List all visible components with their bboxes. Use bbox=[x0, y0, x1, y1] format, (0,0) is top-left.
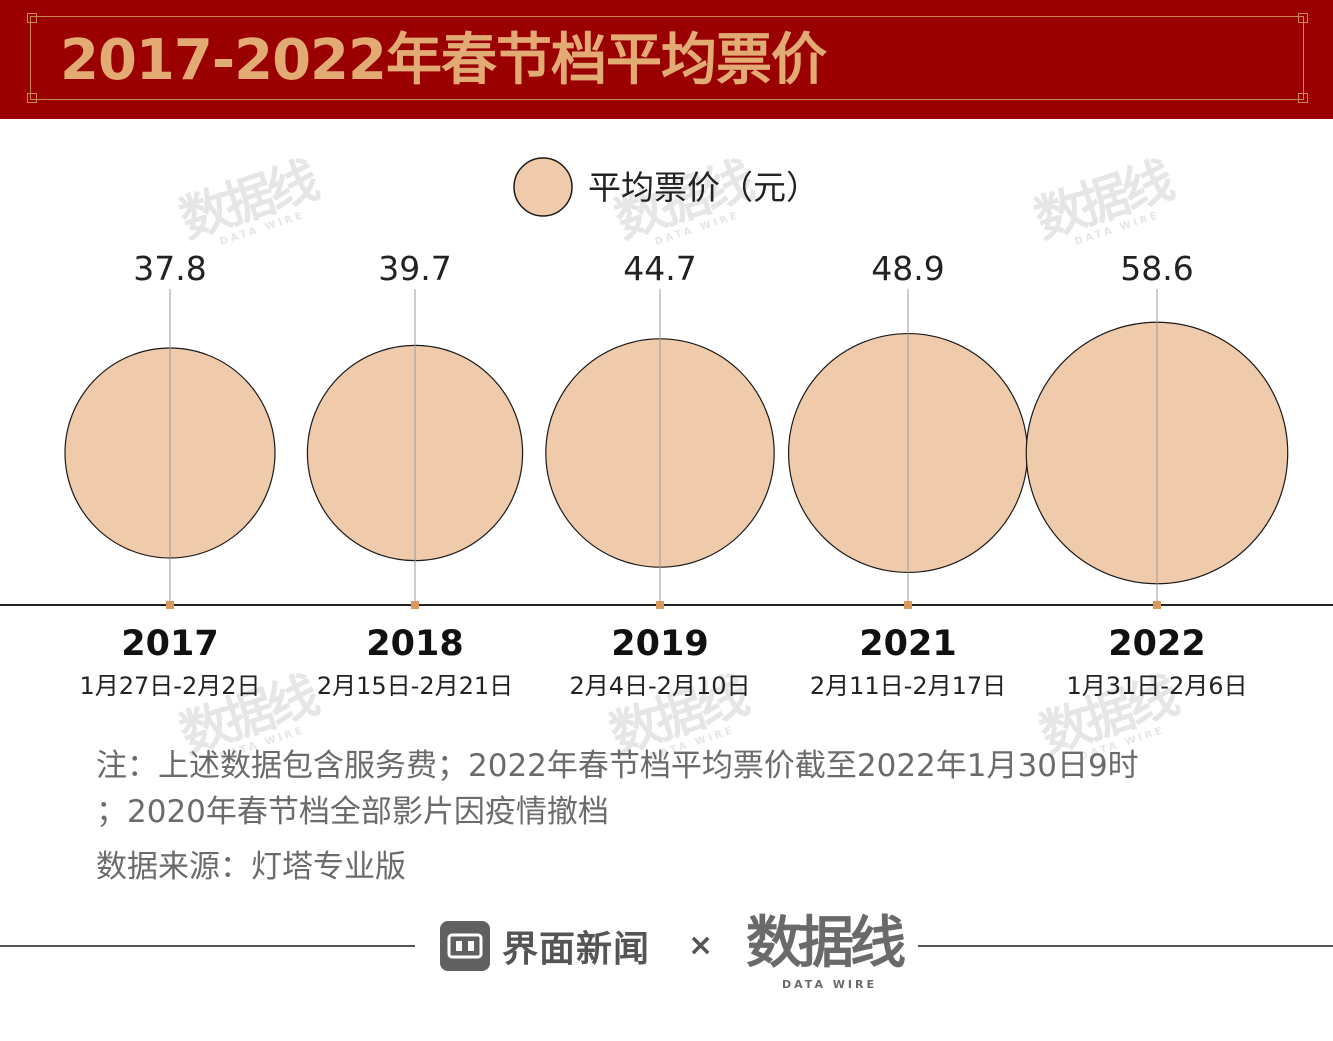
bubble-layer: 37.8 39.7 44.7 48.9 58.6 bbox=[64, 249, 1289, 605]
year-label-2017: 2017 bbox=[121, 624, 218, 664]
axis-marker-2019 bbox=[656, 601, 664, 609]
date-range-label-2018: 2月15日-2月21日 bbox=[317, 672, 513, 700]
axis-labels: 2017 1月27日-2月2日 2018 2月15日-2月21日 2019 2月4日-2月… bbox=[79, 601, 1248, 700]
value-label-2018: 39.7 bbox=[378, 249, 451, 288]
axis-marker-2021 bbox=[904, 601, 912, 609]
footnote-line-1: 注：上述数据包含服务费；2022年春节档平均票价截至2022年1月30日9时 bbox=[96, 748, 1139, 784]
axis-marker-2017 bbox=[166, 601, 174, 609]
bubble-chart: 平均票价（元） 37.8 39.7 44.7 48.9 58.6 2017 1月27日-2… bbox=[0, 157, 1333, 700]
value-label-2019: 44.7 bbox=[623, 249, 696, 288]
legend-label: 平均票价（元） bbox=[588, 168, 819, 207]
frame-corner-ornament bbox=[27, 93, 37, 103]
chart-title: 2017-2022年春节档平均票价 bbox=[60, 28, 827, 93]
year-label-2019: 2019 bbox=[611, 624, 708, 664]
jiemian-brand-text: 界面新闻 bbox=[502, 929, 651, 970]
date-range-label-2019: 2月4日-2月10日 bbox=[569, 672, 750, 700]
frame-corner-ornament bbox=[1298, 93, 1308, 103]
legend: 平均票价（元） bbox=[513, 157, 819, 217]
footer-divider-right bbox=[918, 945, 1333, 947]
axis-marker-2022 bbox=[1153, 601, 1161, 609]
axis-marker-2018 bbox=[411, 601, 419, 609]
datawire-logo: 数据线 DATA WIRE bbox=[742, 898, 906, 994]
year-label-2021: 2021 bbox=[859, 624, 956, 664]
value-label-2017: 37.8 bbox=[133, 249, 206, 288]
datawire-logo-text: 数据线 bbox=[746, 911, 906, 976]
value-label-2022: 58.6 bbox=[1120, 249, 1193, 288]
value-label-2021: 48.9 bbox=[871, 249, 944, 288]
footnote-line-2: ；2020年春节档全部影片因疫情撤档 bbox=[96, 794, 609, 830]
legend-swatch bbox=[513, 157, 573, 217]
jiemian-brand: 界面新闻 bbox=[440, 920, 650, 972]
date-range-label-2017: 1月27日-2月2日 bbox=[79, 672, 260, 700]
frame-corner-ornament bbox=[1298, 13, 1308, 23]
year-label-2018: 2018 bbox=[366, 624, 463, 664]
jiemian-logo-icon bbox=[440, 921, 490, 971]
footer-divider-left bbox=[0, 945, 415, 947]
brand-separator: × bbox=[688, 928, 714, 963]
datawire-logo-subtext: DATA WIRE bbox=[782, 978, 877, 991]
year-label-2022: 2022 bbox=[1108, 624, 1205, 664]
header-frame bbox=[30, 16, 1304, 100]
date-range-label-2021: 2月11日-2月17日 bbox=[810, 672, 1006, 700]
frame-corner-ornament bbox=[27, 13, 37, 23]
data-source: 数据来源：灯塔专业版 bbox=[96, 849, 406, 885]
date-range-label-2022: 1月31日-2月6日 bbox=[1066, 672, 1247, 700]
